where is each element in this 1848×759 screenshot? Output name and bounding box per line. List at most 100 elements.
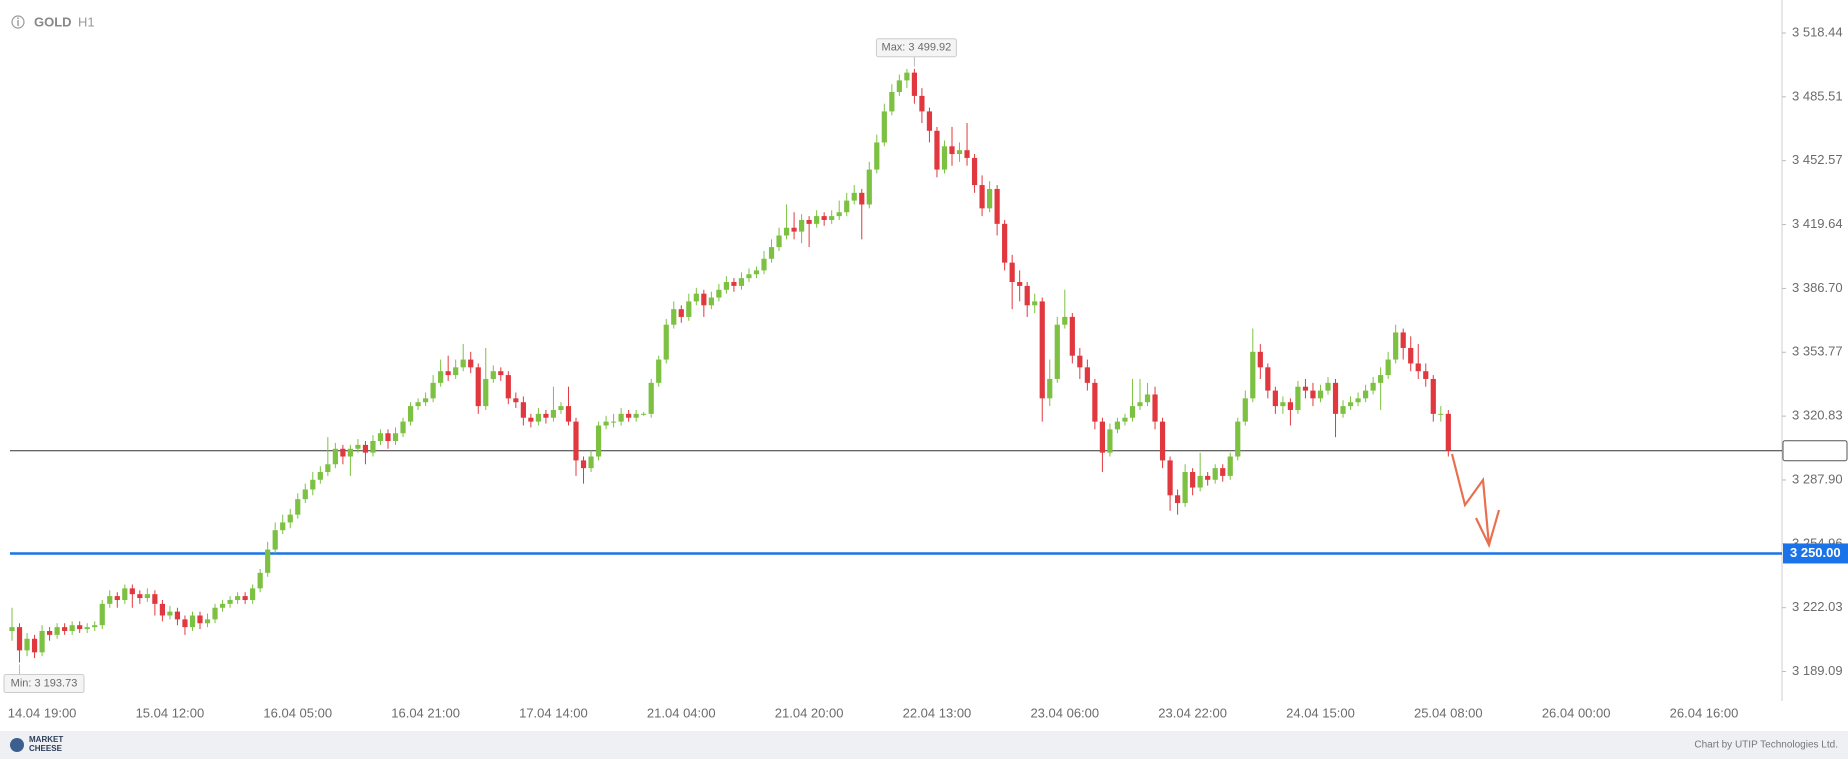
candle-body xyxy=(919,95,925,112)
candle-body xyxy=(987,188,993,209)
candle-body xyxy=(377,433,384,442)
logo-line: CHEESE xyxy=(29,744,63,753)
arrow-path xyxy=(1450,453,1491,546)
candle-body xyxy=(174,611,181,620)
candle-body xyxy=(347,448,353,457)
candle-body xyxy=(340,448,346,457)
candle-body xyxy=(1310,390,1316,399)
candle-body xyxy=(242,596,248,600)
candle-body xyxy=(1054,324,1060,379)
candle-body xyxy=(859,192,865,205)
candle-body xyxy=(1287,402,1293,410)
candle-body xyxy=(836,212,842,217)
candle-body xyxy=(731,282,737,286)
candle-body xyxy=(1370,382,1376,391)
candle-body xyxy=(956,150,963,155)
y-tick-label: 3 452.57 xyxy=(1792,152,1843,167)
candle-body xyxy=(295,499,301,515)
candle-body xyxy=(1039,301,1045,399)
candle-body xyxy=(799,219,805,232)
candle-body xyxy=(31,638,38,653)
annotation-box xyxy=(875,38,957,58)
x-tick-label: 21.04 04:00 xyxy=(647,705,716,720)
candle-body xyxy=(505,375,511,399)
candle-body xyxy=(107,596,113,604)
candle-body xyxy=(280,522,286,531)
candle-body xyxy=(866,169,872,205)
candle-body xyxy=(250,588,256,600)
candle-body xyxy=(144,594,150,599)
candle-body xyxy=(723,282,729,290)
candle-body xyxy=(1302,386,1309,391)
candle-body xyxy=(475,367,481,407)
candle-body xyxy=(1220,468,1226,476)
candle-body xyxy=(1227,456,1233,476)
level-label-box xyxy=(1783,543,1848,564)
candle-body xyxy=(415,402,421,407)
candle-body xyxy=(1340,406,1346,414)
y-tick-label: 3 320.83 xyxy=(1792,408,1843,423)
candle-body xyxy=(1114,421,1121,430)
candle-body xyxy=(550,409,557,418)
candle-body xyxy=(1137,402,1143,407)
candle-body xyxy=(39,631,45,653)
candle-body xyxy=(1272,390,1278,407)
info-icon-dot xyxy=(17,17,19,20)
candle-body xyxy=(821,216,827,220)
candle-body xyxy=(678,309,684,317)
candle-body xyxy=(400,421,406,434)
candle-body xyxy=(1002,223,1008,263)
candle-body xyxy=(851,192,857,201)
candle-body xyxy=(1332,382,1339,414)
candle-body xyxy=(641,413,647,415)
candle-body xyxy=(1235,421,1241,457)
candle-body xyxy=(182,619,188,628)
candle-body xyxy=(355,444,361,449)
candle-body xyxy=(776,235,782,248)
candle-body xyxy=(189,615,196,628)
candle-body xyxy=(460,359,466,368)
candle-body xyxy=(16,627,23,651)
candle-body xyxy=(257,572,263,589)
candle-body xyxy=(1280,402,1286,407)
candle-body xyxy=(468,359,474,368)
candle-body xyxy=(656,359,662,383)
candle-body xyxy=(1009,262,1015,283)
y-tick-label: 3 287.90 xyxy=(1792,471,1843,486)
candle-body xyxy=(24,638,30,651)
candle-body xyxy=(137,594,143,599)
candle-body xyxy=(603,421,609,426)
candle-body xyxy=(1092,382,1098,422)
candle-body xyxy=(1378,375,1384,383)
candle-body xyxy=(1047,378,1053,399)
current-price-box xyxy=(1782,440,1848,462)
info-icon[interactable] xyxy=(11,15,25,29)
candle-body xyxy=(77,625,83,630)
candle-body xyxy=(768,247,775,259)
candle-body xyxy=(152,594,158,604)
footer xyxy=(0,731,1848,759)
candle-body xyxy=(520,402,526,418)
candle-body xyxy=(708,297,714,306)
candle-body xyxy=(543,413,549,418)
candle-body xyxy=(814,216,820,224)
arrow-head xyxy=(1475,509,1501,549)
candle-body xyxy=(701,293,707,306)
candle-body xyxy=(558,406,564,410)
candle-body xyxy=(1355,398,1361,403)
candle-body xyxy=(325,464,331,473)
candle-body xyxy=(1415,363,1421,372)
candle-body xyxy=(483,378,489,407)
x-tick-label: 21.04 20:00 xyxy=(775,705,844,720)
candle-body xyxy=(1062,316,1068,325)
candle-body xyxy=(1438,413,1444,415)
candle-body xyxy=(1250,351,1256,399)
candle-body xyxy=(430,382,436,399)
candle-body xyxy=(595,425,602,457)
candle-body xyxy=(1257,351,1263,368)
y-tick-label: 3 518.44 xyxy=(1792,24,1843,39)
candle-body xyxy=(1144,394,1151,403)
